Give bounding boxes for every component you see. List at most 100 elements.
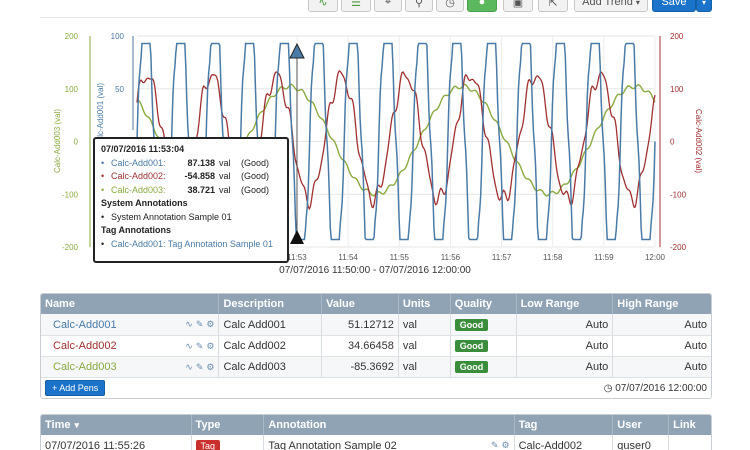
quality-badge: Good [454, 318, 489, 331]
axis-tick-label-right: -100 [670, 190, 687, 199]
pen-low-range[interactable]: Auto [515, 314, 613, 335]
trend-icon[interactable]: ∿ [185, 319, 193, 329]
pen-value: 34.66458 [321, 336, 398, 356]
gear-icon[interactable]: ⚙ [206, 361, 215, 372]
pens-table-row[interactable]: Calc-Add003 ∿ ✎ ⚙ Calc Add003 -85.3692 val Good… [41, 356, 711, 377]
annotations-header-time[interactable]: Time ▾ [41, 415, 191, 435]
add-pens-button[interactable]: + Add Pens [45, 380, 106, 396]
pen-description: Calc Add001 [218, 314, 321, 335]
pen-low-range[interactable]: Auto [515, 336, 613, 356]
pens-table-row[interactable]: Calc-Add002 ∿ ✎ ⚙ Calc Add002 34.66458 val Good… [41, 335, 711, 356]
annotations-header-time-label: Time [45, 419, 71, 431]
cursor-button[interactable]: ⌖ [374, 0, 402, 12]
tooltip-series-quality: (Good) [241, 157, 270, 168]
pens-table-row[interactable]: Calc-Add001 ∿ ✎ ⚙ Calc Add001 51.12712 val Good… [41, 314, 711, 335]
pens-header-units[interactable]: Units [397, 294, 450, 314]
annotations-header-row: Time ▾ Type Annotation Tag User Link [41, 415, 711, 435]
pens-header-high-range[interactable]: High Range [612, 294, 711, 314]
axis-title-right: Calc-Add002 (val) [694, 109, 703, 173]
trend-view-button[interactable]: ∿ [308, 0, 338, 12]
annotation-link[interactable] [668, 435, 711, 450]
tooltip-system-header: System Annotations [101, 198, 188, 208]
annotation-button[interactable]: ● [467, 0, 497, 12]
annotation-type-cell: Tag [190, 435, 264, 450]
list-view-button[interactable]: ☰ [341, 0, 371, 12]
pen-description: Calc Add002 [218, 336, 321, 356]
annotation-actions: ✎ ⚙ [491, 440, 510, 450]
cursor-icon: ⌖ [384, 0, 392, 8]
pen-value: 51.12712 [321, 314, 398, 335]
trend-icon[interactable]: ∿ [185, 361, 193, 372]
tag-badge: Tag [195, 439, 221, 450]
pens-header-quality[interactable]: Quality [449, 294, 516, 314]
tooltip-series-unit: val [219, 171, 231, 181]
pen-units: val [397, 336, 450, 356]
series-line-calc-add002 [136, 70, 656, 211]
cursor-marker-bottom [290, 230, 304, 244]
pen-value: -85.3692 [321, 357, 398, 377]
annotations-header-annotation[interactable]: Annotation [263, 415, 513, 435]
snapshot-button[interactable]: ▣ [503, 0, 533, 12]
axis-title-left-outer: Calc-Add003 (val) [53, 109, 62, 173]
save-dropdown-button[interactable]: ▾ [696, 0, 712, 12]
cursor-marker-top [289, 42, 305, 59]
pencil-icon[interactable]: ✎ [195, 340, 204, 351]
pens-header-description[interactable]: Description [218, 294, 321, 314]
pen-high-range[interactable]: Auto [612, 336, 711, 356]
annotations-header-link[interactable]: Link [668, 415, 711, 435]
pen-high-range[interactable]: Auto [612, 314, 711, 335]
axis-tick-label-right: -200 [670, 243, 687, 252]
pen-low-range[interactable]: Auto [515, 357, 613, 377]
tooltip-series-row: • Calc-Add001: 87.138 val (Good) [101, 157, 281, 171]
pens-header-value[interactable]: Value [321, 294, 398, 314]
chevron-down-icon: ▾ [74, 419, 80, 430]
save-button[interactable]: Save [652, 0, 696, 12]
annotations-table: Time ▾ Type Annotation Tag User Link 07/… [40, 414, 712, 450]
x-axis-tick-label: 11:58 [543, 253, 563, 262]
annotation-time: 07/07/2016 11:55:26 [45, 439, 146, 450]
image-icon: ▣ [512, 0, 524, 9]
tooltip-series-name: Calc-Add003: [111, 184, 166, 195]
tooltip-series-unit: val [219, 184, 231, 195]
pencil-icon[interactable]: ✎ [195, 361, 204, 372]
annotations-header-tag[interactable]: Tag [513, 415, 613, 435]
chart-tooltip: 07/07/2016 11:53:04 • Calc-Add001: 87.138 v… [93, 137, 289, 263]
history-button[interactable]: ◷ [436, 0, 464, 12]
add-trend-button[interactable]: Add Trend ▾ [574, 0, 648, 12]
caret-down-icon: ▾ [635, 0, 640, 7]
gear-icon[interactable]: ⚙ [206, 340, 215, 351]
pen-quality-cell: Good [449, 314, 516, 335]
pens-header-low-range[interactable]: Low Range [515, 294, 613, 314]
pen-name[interactable]: Calc-Add003 [53, 361, 117, 373]
gear-icon[interactable]: ⚙ [206, 319, 215, 329]
gear-icon[interactable]: ⚙ [501, 440, 510, 450]
pen-name[interactable]: Calc-Add001 [53, 318, 117, 331]
export-button[interactable]: ⇱ [538, 0, 568, 12]
clock-icon: ◷ [603, 382, 616, 394]
pens-footer-time: ◷ 07/07/2016 12:00:00 [604, 383, 707, 394]
pens-header-row: Name Description Value Units Quality Low… [41, 294, 711, 314]
tooltip-series-quality: (Good) [241, 184, 270, 195]
trend-icon[interactable]: ∿ [185, 340, 193, 351]
tooltip-tag-header: Tag Annotations [101, 225, 171, 235]
tooltip-series-name: Calc-Add001: [111, 157, 166, 168]
tooltip-system-item: • System Annotation Sample 01 [101, 211, 281, 225]
pens-footer-time-text: 07/07/2016 12:00:00 [615, 382, 707, 394]
annotations-header-type[interactable]: Type [190, 415, 264, 435]
annotations-table-row[interactable]: 07/07/2016 11:55:26 Tag Tag Annotation Sam… [41, 435, 711, 450]
pen-name[interactable]: Calc-Add002 [53, 340, 117, 352]
x-axis-tick-label: 11:59 [594, 253, 614, 262]
annotation-text: Tag Annotation Sample 02 [268, 439, 397, 450]
pens-footer: + Add Pens ◷ 07/07/2016 12:00:00 [41, 377, 711, 398]
pen-high-range[interactable]: Auto [612, 357, 711, 377]
axis-tick-label-left-inner: 50 [115, 85, 124, 94]
zoom-icon: ⚲ [414, 0, 424, 9]
x-axis-range-label: 07/07/2016 11:50:00 - 07/07/2016 12:00:0… [279, 265, 471, 276]
pens-header-name[interactable]: Name [45, 298, 75, 310]
annotations-header-user[interactable]: User [612, 415, 668, 435]
zoom-button[interactable]: ⚲ [405, 0, 433, 12]
pencil-icon[interactable]: ✎ [490, 440, 499, 450]
x-axis-tick-label: 11:55 [390, 253, 410, 262]
pen-actions: ∿ ✎ ⚙ [185, 341, 214, 352]
pencil-icon[interactable]: ✎ [195, 319, 204, 329]
